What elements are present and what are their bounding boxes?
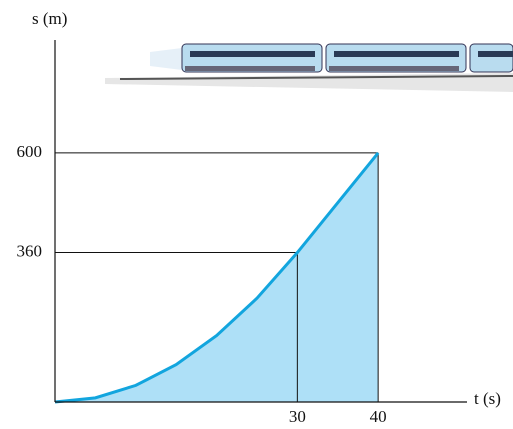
area	[55, 152, 379, 402]
x-tick-label: 30	[289, 407, 306, 426]
line	[54, 151, 380, 404]
y-tick-label: 600	[17, 142, 43, 161]
x-tick-label: 40	[370, 407, 387, 426]
y-tick-label: 360	[17, 241, 43, 260]
x-axis-label: t (s)	[474, 389, 501, 408]
train-illustration	[105, 43, 513, 92]
y-axis-label: s (m)	[32, 9, 67, 28]
